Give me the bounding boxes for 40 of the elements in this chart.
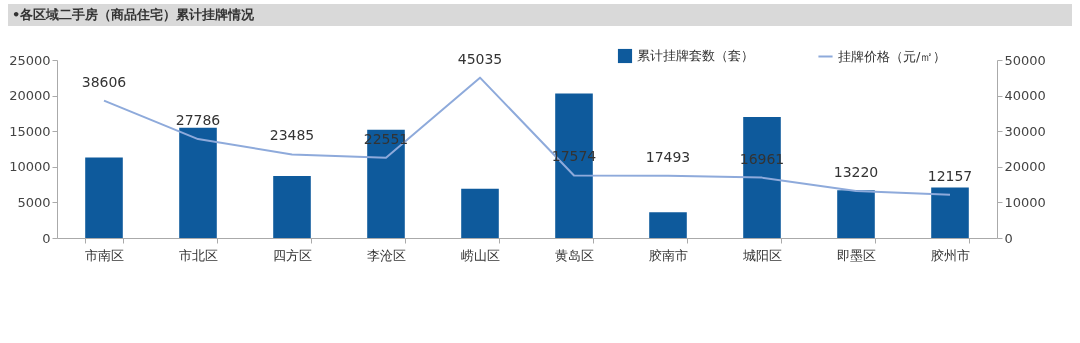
x-tick-label: 市南区 [85, 247, 124, 263]
bar [273, 176, 311, 238]
y-tick-label: 25000 [9, 52, 51, 68]
data-label: 38606 [81, 73, 127, 90]
y2-tick-label: 0 [1004, 230, 1013, 246]
legend-label: 挂牌价格（元/㎡） [838, 48, 947, 64]
x-tick-label: 胶南市 [649, 247, 688, 263]
bar [931, 187, 969, 238]
data-label: 23485 [269, 127, 315, 144]
x-tick-label: 城阳区 [742, 247, 782, 263]
x-tick-label: 黄岛区 [555, 247, 594, 263]
data-label: 45035 [457, 50, 503, 67]
x-tick-label: 市北区 [179, 247, 218, 263]
data-label: 12157 [927, 167, 973, 184]
data-label: 13220 [833, 163, 879, 180]
chart-title: •各区域二手房（商品住宅）累计挂牌情况 [8, 4, 1072, 26]
y2-tick-label: 30000 [1004, 123, 1046, 139]
bar [649, 212, 687, 238]
y-tick-label: 10000 [9, 159, 51, 175]
bar [85, 157, 123, 238]
y-tick-label: 5000 [17, 194, 51, 210]
x-tick-label: 李沧区 [367, 247, 406, 263]
y-tick-label: 15000 [9, 123, 51, 139]
data-label: 17493 [645, 148, 691, 165]
bar [179, 127, 217, 238]
x-tick-label: 胶州市 [931, 247, 970, 263]
x-tick-label: 崂山区 [461, 247, 500, 263]
y-tick-label: 0 [42, 230, 51, 246]
bar [837, 190, 875, 238]
bar [461, 188, 499, 238]
bar [743, 116, 781, 238]
y2-tick-label: 20000 [1004, 159, 1046, 175]
y2-tick-label: 10000 [1004, 194, 1046, 210]
y-tick-label: 20000 [9, 88, 51, 104]
x-tick-label: 四方区 [273, 247, 312, 263]
x-tick-label: 即墨区 [837, 247, 876, 263]
data-label: 27786 [175, 112, 221, 129]
y2-tick-label: 40000 [1004, 88, 1046, 104]
y2-tick-label: 50000 [1004, 52, 1046, 68]
legend-label: 累计挂牌套数（套） [637, 48, 754, 63]
